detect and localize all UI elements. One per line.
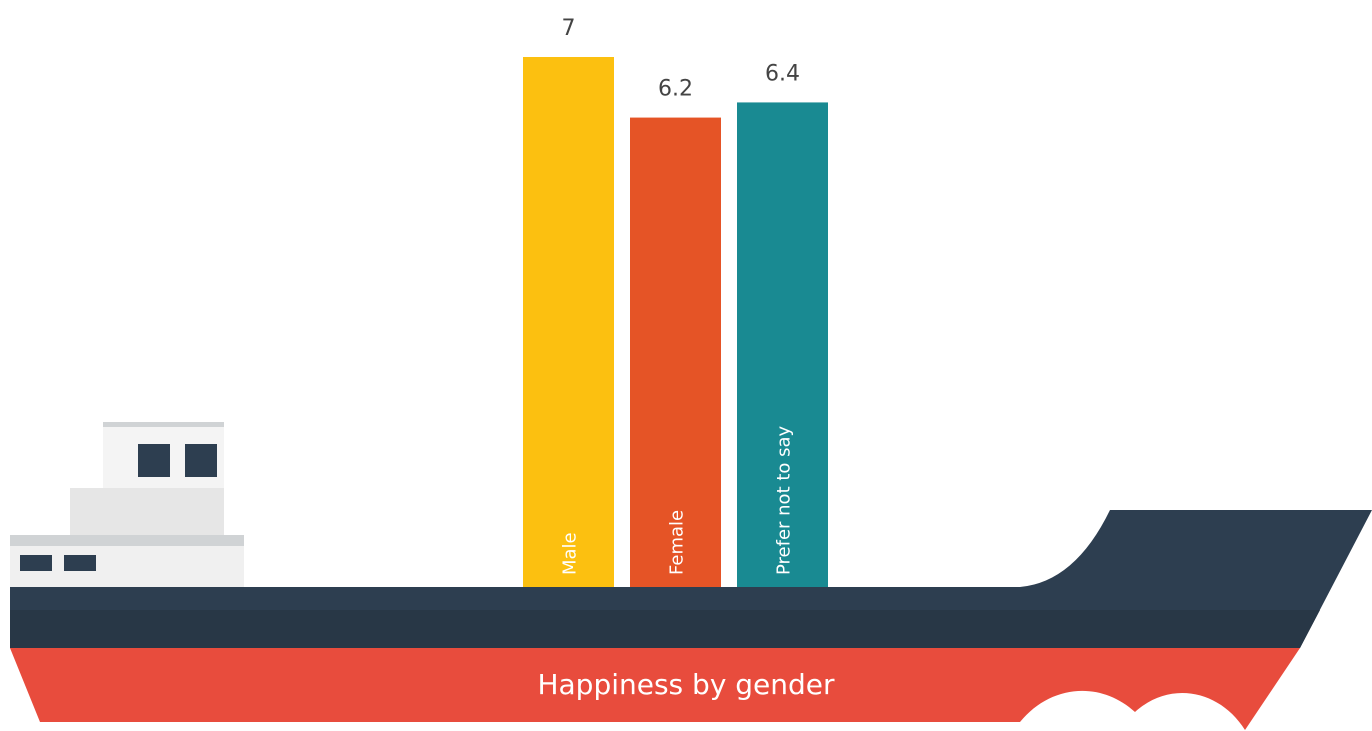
value-label: 6.2 [658,77,693,102]
window [138,444,170,477]
ship-cabin [10,422,244,587]
window [64,555,96,571]
cabin-roof [103,422,224,427]
deck-strip [10,535,244,546]
bar [737,102,828,587]
category-label: Male [560,532,581,575]
bar [523,57,614,587]
cabin-middle [70,488,224,535]
category-label: Prefer not to say [774,425,795,575]
value-label: 7 [562,16,576,41]
window [20,555,52,571]
hull-stripe [10,610,1320,648]
chart-title: Happiness by gender [537,668,835,701]
hull-keel [10,648,1300,730]
value-label: 6.4 [765,61,800,86]
category-label: Female [667,510,688,575]
window [185,444,217,477]
bar [630,117,721,588]
